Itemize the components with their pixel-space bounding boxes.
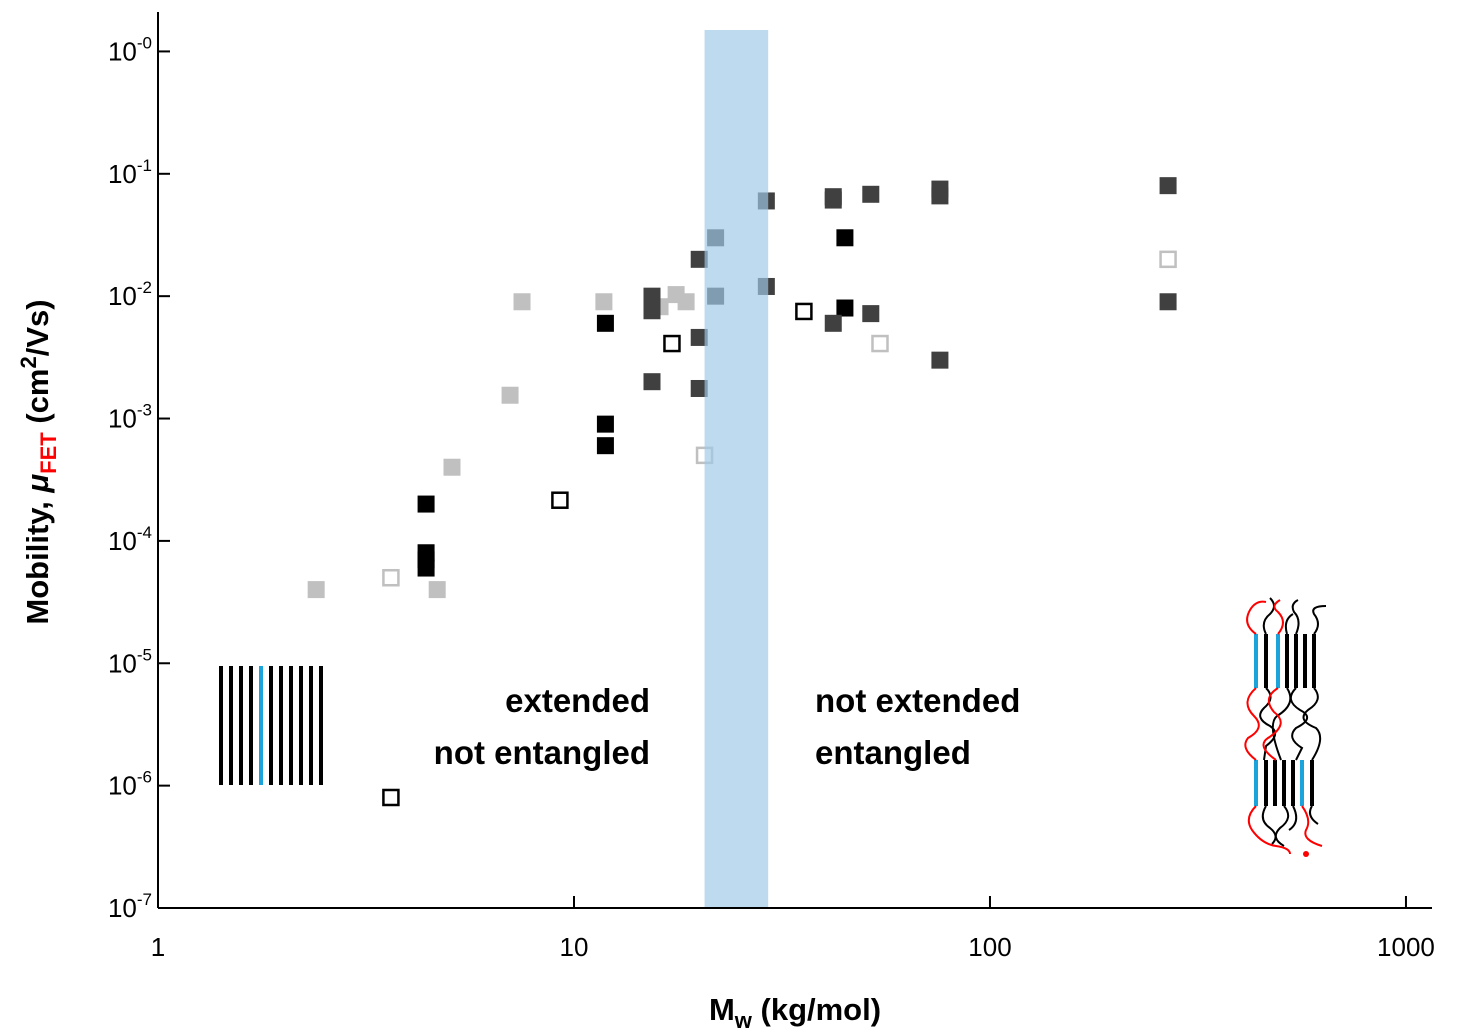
y-axis-title-part: Mobility, — [20, 493, 55, 625]
y-tick-exponent: -5 — [137, 645, 152, 664]
points — [307, 177, 1177, 807]
data-point — [824, 191, 842, 209]
x-axis-title-part: M — [709, 992, 735, 1027]
y-tick-base: 10 — [108, 771, 137, 801]
data-point — [443, 458, 461, 476]
annotation: not extended — [815, 682, 1020, 719]
y-tick-label: 10-5 — [108, 645, 152, 678]
data-point — [1159, 177, 1177, 195]
axes: 1 10 100 100010-010-110-210-310-410-510-610… — [108, 12, 1435, 962]
data-point — [428, 581, 446, 599]
data-point — [862, 185, 880, 203]
data-point — [417, 495, 435, 513]
y-tick-exponent: -1 — [137, 156, 152, 175]
data-point — [690, 250, 708, 268]
data-point — [382, 788, 400, 807]
data-point — [862, 305, 880, 323]
chain-icon — [1244, 597, 1327, 857]
y-tick-label: 10-2 — [108, 278, 152, 311]
y-tick-base: 10 — [108, 526, 137, 556]
data-point — [643, 287, 661, 305]
y-tick-base: 10 — [108, 893, 137, 923]
data-point — [836, 229, 854, 247]
data-point — [795, 302, 813, 321]
x-tick-label: 100 — [968, 932, 1011, 962]
y-tick-base: 10 — [108, 36, 137, 66]
y-tick-exponent: -4 — [137, 523, 152, 542]
y-axis-title-part: μ — [20, 474, 55, 494]
y-tick-label: 10-4 — [108, 523, 152, 556]
data-point — [513, 293, 531, 311]
band-layer — [704, 30, 769, 908]
y-axis-title-part: /Vs) — [20, 299, 55, 356]
data-point — [595, 293, 613, 311]
data-point — [596, 314, 614, 332]
data-point — [643, 373, 661, 391]
data-point — [1159, 250, 1177, 269]
data-point — [643, 302, 661, 320]
x-tick-label: 1000 — [1377, 932, 1435, 962]
y-tick-exponent: -7 — [137, 890, 152, 909]
data-point — [871, 334, 889, 353]
x-axis-title-part: (kg/mol) — [752, 992, 881, 1027]
annotation: not entangled — [434, 734, 650, 771]
y-tick-label: 10-1 — [108, 156, 152, 189]
x-axis-title: Mw (kg/mol) — [709, 992, 881, 1033]
y-tick-base: 10 — [108, 404, 137, 434]
y-tick-exponent: -6 — [137, 768, 152, 787]
y-tick-exponent: -0 — [137, 33, 152, 52]
y-tick-exponent: -2 — [137, 278, 152, 297]
data-point — [551, 491, 569, 509]
y-axis-title-part: (cm — [20, 369, 55, 433]
data-point — [501, 386, 519, 404]
shaded-region — [704, 30, 769, 908]
y-tick-base: 10 — [108, 281, 137, 311]
data-point — [307, 581, 325, 599]
annotation: extended — [505, 682, 650, 719]
data-point — [382, 568, 400, 587]
data-point — [931, 187, 949, 205]
data-point — [596, 415, 614, 433]
x-axis-title-sub: w — [734, 1008, 753, 1033]
y-tick-label: 10-7 — [108, 890, 152, 923]
y-axis-title-sup: 2 — [16, 356, 41, 368]
y-tick-label: 10-6 — [108, 768, 152, 801]
y-tick-label: 10-3 — [108, 401, 152, 434]
data-point — [836, 299, 854, 317]
y-tick-base: 10 — [108, 648, 137, 678]
x-tick-label: 10 — [560, 932, 589, 962]
y-axis-title: Mobility, μFET (cm2/Vs) — [16, 299, 61, 624]
data-point — [596, 437, 614, 455]
annotation: entangled — [815, 734, 971, 771]
data-point — [1159, 293, 1177, 311]
data-point — [663, 334, 681, 353]
y-axis-title-sub: FET — [36, 432, 61, 474]
x-tick-label: 1 — [151, 932, 165, 962]
data-point — [824, 314, 842, 332]
y-tick-base: 10 — [108, 159, 137, 189]
y-tick-exponent: -3 — [137, 401, 152, 420]
data-point — [677, 293, 695, 311]
data-point — [690, 379, 708, 397]
y-tick-label: 10-0 — [108, 33, 152, 66]
data-point — [417, 559, 435, 577]
lamella-icon — [219, 666, 323, 785]
data-point — [690, 328, 708, 346]
data-point — [931, 351, 949, 369]
